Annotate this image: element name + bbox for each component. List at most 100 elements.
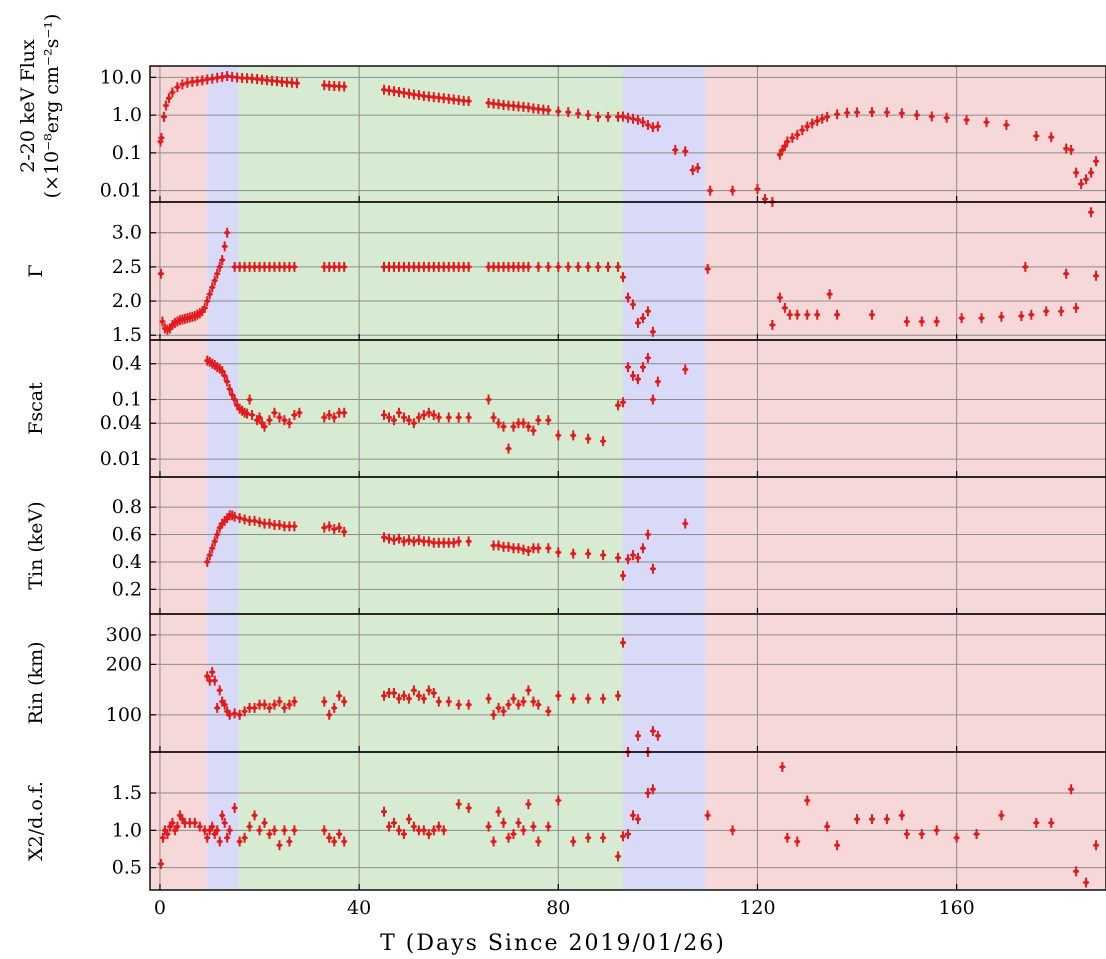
data-point xyxy=(386,824,392,829)
data-point xyxy=(655,124,661,129)
data-point xyxy=(391,264,397,270)
data-point xyxy=(486,264,491,270)
data-point xyxy=(1034,133,1039,139)
data-point xyxy=(421,93,427,99)
data-point xyxy=(212,278,217,283)
data-point xyxy=(322,828,327,833)
data-point xyxy=(815,118,820,124)
data-point xyxy=(222,820,227,826)
data-point xyxy=(640,119,646,125)
data-point xyxy=(232,514,237,519)
data-point xyxy=(491,543,496,548)
data-point xyxy=(217,688,222,693)
data-point xyxy=(501,424,506,429)
data-point xyxy=(391,690,397,696)
data-point xyxy=(401,264,407,270)
data-point xyxy=(274,79,280,84)
data-point xyxy=(292,699,297,704)
data-point xyxy=(421,696,427,701)
data-point xyxy=(257,520,262,525)
data-point xyxy=(277,699,282,704)
data-point xyxy=(322,525,327,530)
data-point xyxy=(381,412,387,418)
data-point xyxy=(254,76,260,82)
data-point xyxy=(615,264,621,270)
data-point xyxy=(625,115,631,120)
data-point xyxy=(232,711,237,716)
data-point xyxy=(426,831,432,837)
data-point xyxy=(158,271,164,276)
data-point xyxy=(526,802,531,807)
data-point xyxy=(516,421,521,426)
data-point xyxy=(456,264,461,270)
data-point xyxy=(406,264,412,270)
data-point xyxy=(541,107,546,112)
data-point xyxy=(187,820,193,826)
data-point xyxy=(650,728,656,734)
data-point xyxy=(232,397,237,402)
data-point xyxy=(332,83,337,89)
data-point xyxy=(585,264,591,270)
data-point xyxy=(521,699,526,704)
data-point xyxy=(1023,264,1028,270)
data-point xyxy=(242,835,247,840)
data-point xyxy=(163,103,169,108)
data-point xyxy=(436,95,441,100)
data-point xyxy=(650,787,656,792)
data-point xyxy=(491,839,496,844)
data-point xyxy=(252,705,257,711)
data-point xyxy=(1083,880,1089,885)
data-point xyxy=(944,115,949,120)
data-point xyxy=(556,109,561,114)
data-point xyxy=(277,415,282,420)
data-point xyxy=(620,834,626,839)
data-point xyxy=(416,264,422,270)
data-point xyxy=(247,264,252,270)
data-point xyxy=(600,552,606,558)
data-point xyxy=(426,94,432,99)
phase-band xyxy=(238,752,624,890)
data-point xyxy=(571,839,576,844)
data-point xyxy=(730,828,735,833)
data-point xyxy=(819,116,825,121)
data-point xyxy=(322,415,327,420)
data-point xyxy=(645,790,651,796)
data-point xyxy=(929,114,934,119)
data-point xyxy=(615,854,621,859)
data-point xyxy=(451,264,456,270)
data-point xyxy=(332,264,337,270)
data-point xyxy=(175,84,180,90)
data-point xyxy=(770,322,775,328)
data-point xyxy=(431,828,437,833)
data-point xyxy=(546,417,551,423)
data-point xyxy=(521,828,526,833)
data-point xyxy=(272,702,277,707)
phase-band xyxy=(238,340,624,477)
data-point xyxy=(827,292,832,297)
data-point xyxy=(227,386,232,392)
data-point xyxy=(242,709,247,714)
data-point xyxy=(536,839,541,844)
data-point xyxy=(683,367,688,372)
data-point xyxy=(224,73,230,79)
data-point xyxy=(531,824,536,829)
data-point xyxy=(322,83,327,88)
data-point xyxy=(272,264,277,270)
data-point xyxy=(279,79,285,85)
data-point xyxy=(496,421,501,426)
y-tick-label: 0.01 xyxy=(100,448,142,470)
phase-band xyxy=(705,752,1106,890)
data-point xyxy=(705,266,710,272)
data-point xyxy=(267,705,272,711)
data-point xyxy=(441,96,446,101)
data-point xyxy=(585,835,591,840)
data-point xyxy=(1083,177,1089,182)
data-point xyxy=(536,264,541,270)
data-point xyxy=(620,114,626,119)
phase-band xyxy=(238,202,624,340)
data-point xyxy=(576,264,581,270)
data-point xyxy=(645,122,651,128)
data-point xyxy=(436,699,441,704)
data-point xyxy=(625,295,631,300)
data-point xyxy=(391,820,397,826)
